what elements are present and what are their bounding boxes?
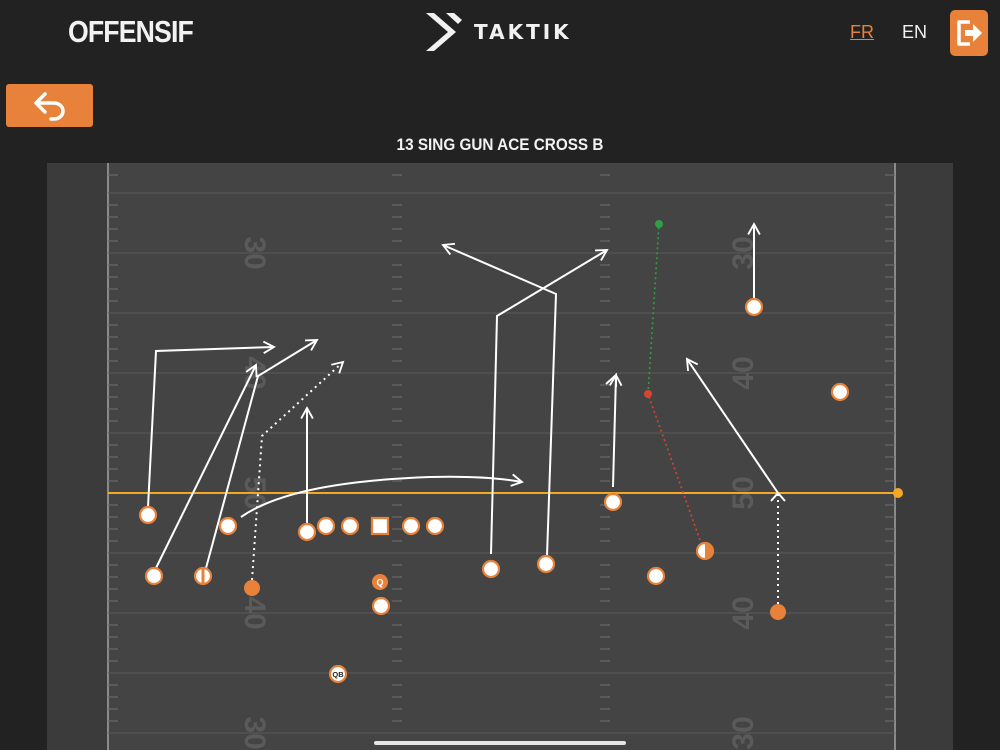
player-qb-label: QB: [332, 670, 344, 679]
player-left-split[interactable]: [193, 566, 213, 586]
player-left-motion[interactable]: [244, 580, 260, 596]
yard-number-left-4: 40: [238, 596, 271, 629]
player-running-back[interactable]: [371, 596, 391, 616]
field-surface: [108, 163, 895, 750]
green-marker: [655, 220, 663, 228]
brand-name: TAKTIK: [474, 20, 572, 44]
route-left-outer-seam: [155, 363, 258, 569]
language-fr-link[interactable]: FR: [850, 22, 874, 42]
yard-number-right-2: 40: [727, 356, 760, 389]
player-right-hitch[interactable]: [603, 492, 623, 512]
yard-number-right-1: 30: [727, 236, 760, 269]
yard-number-left-5: 30: [238, 716, 271, 749]
player-right-motion[interactable]: [770, 604, 786, 620]
player-deep-right[interactable]: [830, 382, 850, 402]
player-qb[interactable]: QB: [328, 664, 348, 684]
player-left-tackle[interactable]: [316, 516, 336, 536]
routes: [147, 222, 779, 604]
player-right-half[interactable]: [695, 541, 715, 561]
route-motion-arrowhead: [770, 491, 786, 502]
taktik-logo: TAKTIK: [426, 10, 572, 54]
hash-marks: [108, 174, 895, 722]
red-marker: [644, 390, 652, 398]
top-bar: OFFENSIF TAKTIK FR EN: [0, 0, 1000, 70]
route-left-dotted: [251, 360, 345, 581]
yard-number-right-5: 30: [727, 716, 760, 749]
route-left-post: [205, 338, 319, 569]
logout-icon: [957, 20, 982, 46]
logout-button[interactable]: [950, 10, 988, 56]
route-right-hitch: [609, 373, 623, 488]
back-button[interactable]: [6, 84, 93, 127]
player-q-label: Q: [376, 578, 383, 588]
player-tight-end[interactable]: [297, 522, 317, 542]
line-of-scrimmage-handle[interactable]: [893, 488, 903, 498]
player-right-vertical[interactable]: [744, 297, 764, 317]
player-slot-right-cross[interactable]: [536, 554, 556, 574]
player-slot-left-cross[interactable]: [481, 559, 501, 579]
player-right-tackle[interactable]: [425, 516, 445, 536]
player-left-outside[interactable]: [144, 566, 164, 586]
route-corner-left: [147, 340, 276, 508]
route-right-hitch-arrowhead: [605, 372, 617, 387]
player-left-slot[interactable]: [218, 516, 238, 536]
player-left-wr[interactable]: [138, 505, 158, 525]
route-slot-cross-left: [490, 249, 609, 555]
yard-number-right-4: 40: [727, 596, 760, 629]
page-title: OFFENSIF: [68, 14, 194, 49]
route-right-post: [685, 357, 779, 494]
player-right-guard[interactable]: [401, 516, 421, 536]
route-green-dotted: [647, 223, 660, 395]
language-en-link[interactable]: EN: [902, 22, 928, 42]
undo-arrow-icon: [33, 91, 65, 121]
yard-number-left-1: 30: [238, 236, 271, 269]
player-q[interactable]: Q: [372, 574, 388, 590]
player-left-guard[interactable]: [340, 516, 360, 536]
play-title: 13 SING GUN ACE CROSS B: [396, 135, 604, 154]
route-red-dotted: [647, 393, 701, 541]
football-field[interactable]: 30 40 50 40 30 30 40 50 40 30: [47, 163, 953, 750]
taktik-logo-icon: [426, 13, 462, 51]
yard-number-left-2: 40: [238, 356, 271, 389]
player-right-backfield[interactable]: [646, 566, 666, 586]
yard-lines: [108, 192, 895, 734]
player-center[interactable]: [370, 516, 390, 536]
home-indicator[interactable]: [374, 741, 626, 745]
route-slot-cross-right: [441, 242, 558, 557]
players: [138, 297, 850, 616]
